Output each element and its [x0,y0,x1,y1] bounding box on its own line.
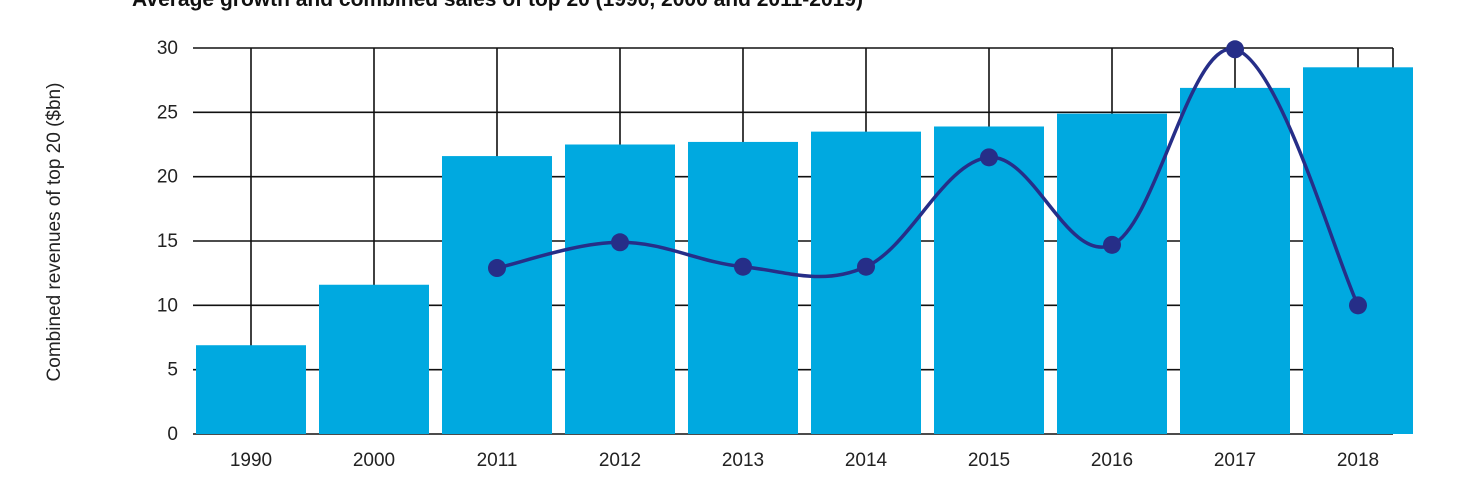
x-tick-label: 2012 [599,450,641,471]
x-tick-label: 2014 [845,450,888,471]
x-tick-label: 2011 [477,450,518,471]
chart-title: Average growth and combined sales of top… [132,0,863,12]
bar [811,131,921,434]
bar [1057,113,1167,435]
line-point [611,233,629,252]
line-point [488,259,506,278]
x-tick-label: 1990 [230,450,272,471]
bar [319,284,429,434]
y-tick-label: 10 [157,295,178,316]
y-tick-label: 25 [157,102,178,123]
bar [1180,87,1290,435]
x-tick-label: 2015 [968,450,1010,471]
x-tick-label: 2017 [1214,450,1256,471]
y-axis-ticks: 0 5 10 15 20 25 30 [157,38,178,445]
bar [196,345,306,434]
x-tick-label: 2016 [1091,450,1133,471]
line-point [1349,296,1367,315]
y-tick-label: 20 [157,167,178,188]
x-axis-ticks: 1990 2000 2011 2012 2013 2014 2015 2016 2017 2018 [230,450,1379,471]
y-tick-label: 15 [157,231,178,252]
line-point [857,257,875,276]
line-point [1226,40,1244,59]
y-axis-label: Combined revenues of top 20 ($bn) [44,83,65,382]
bar [442,156,552,434]
line-series [488,40,1367,315]
bar [934,126,1044,434]
y-tick-label: 0 [167,424,178,445]
line-point [980,148,998,167]
line-point [734,257,752,276]
y-tick-label: 5 [167,360,178,381]
bar-series [196,67,1413,435]
bar [565,144,675,434]
x-tick-label: 2013 [722,450,764,471]
x-tick-label: 2018 [1337,450,1379,471]
x-tick-label: 2000 [353,450,395,471]
line-point [1103,235,1121,254]
bar [1303,67,1413,435]
y-tick-label: 30 [157,38,178,59]
bar [688,141,798,434]
